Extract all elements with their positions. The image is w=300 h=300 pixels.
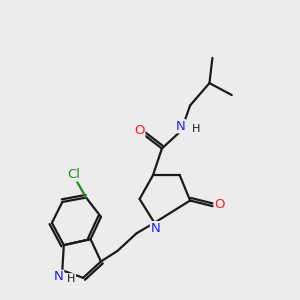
- Text: H: H: [67, 274, 75, 284]
- Text: N: N: [176, 120, 185, 133]
- Text: N: N: [151, 222, 160, 235]
- Text: N: N: [54, 270, 64, 284]
- Text: Cl: Cl: [68, 168, 81, 181]
- Text: O: O: [214, 199, 224, 212]
- Text: H: H: [192, 124, 200, 134]
- Text: O: O: [134, 124, 145, 136]
